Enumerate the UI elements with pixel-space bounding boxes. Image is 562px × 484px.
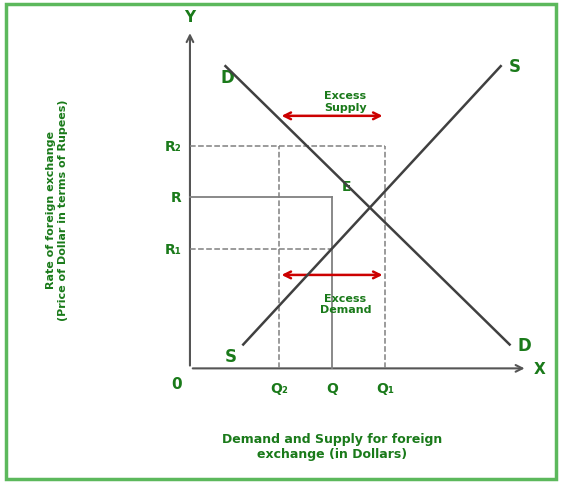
Text: Q₁: Q₁ bbox=[377, 381, 395, 395]
Text: Excess
Supply: Excess Supply bbox=[324, 91, 366, 112]
Text: S: S bbox=[225, 347, 237, 365]
Text: Rate of foreign exchange
(Price of Dollar in terms of Rupees): Rate of foreign exchange (Price of Dolla… bbox=[46, 99, 67, 320]
Text: 0: 0 bbox=[171, 376, 182, 391]
Text: Q: Q bbox=[326, 381, 338, 395]
Text: Excess
Demand: Excess Demand bbox=[320, 293, 371, 315]
Text: E: E bbox=[342, 179, 351, 193]
Text: R₁: R₁ bbox=[165, 242, 182, 257]
Text: Q₂: Q₂ bbox=[270, 381, 288, 395]
Text: Y: Y bbox=[184, 10, 196, 25]
Text: D: D bbox=[221, 69, 234, 87]
Text: S: S bbox=[509, 58, 521, 76]
Text: X: X bbox=[534, 361, 546, 376]
Text: Demand and Supply for foreign
exchange (in Dollars): Demand and Supply for foreign exchange (… bbox=[222, 432, 442, 460]
Text: R₂: R₂ bbox=[165, 139, 182, 153]
Text: R: R bbox=[171, 191, 182, 205]
Text: D: D bbox=[518, 336, 531, 354]
